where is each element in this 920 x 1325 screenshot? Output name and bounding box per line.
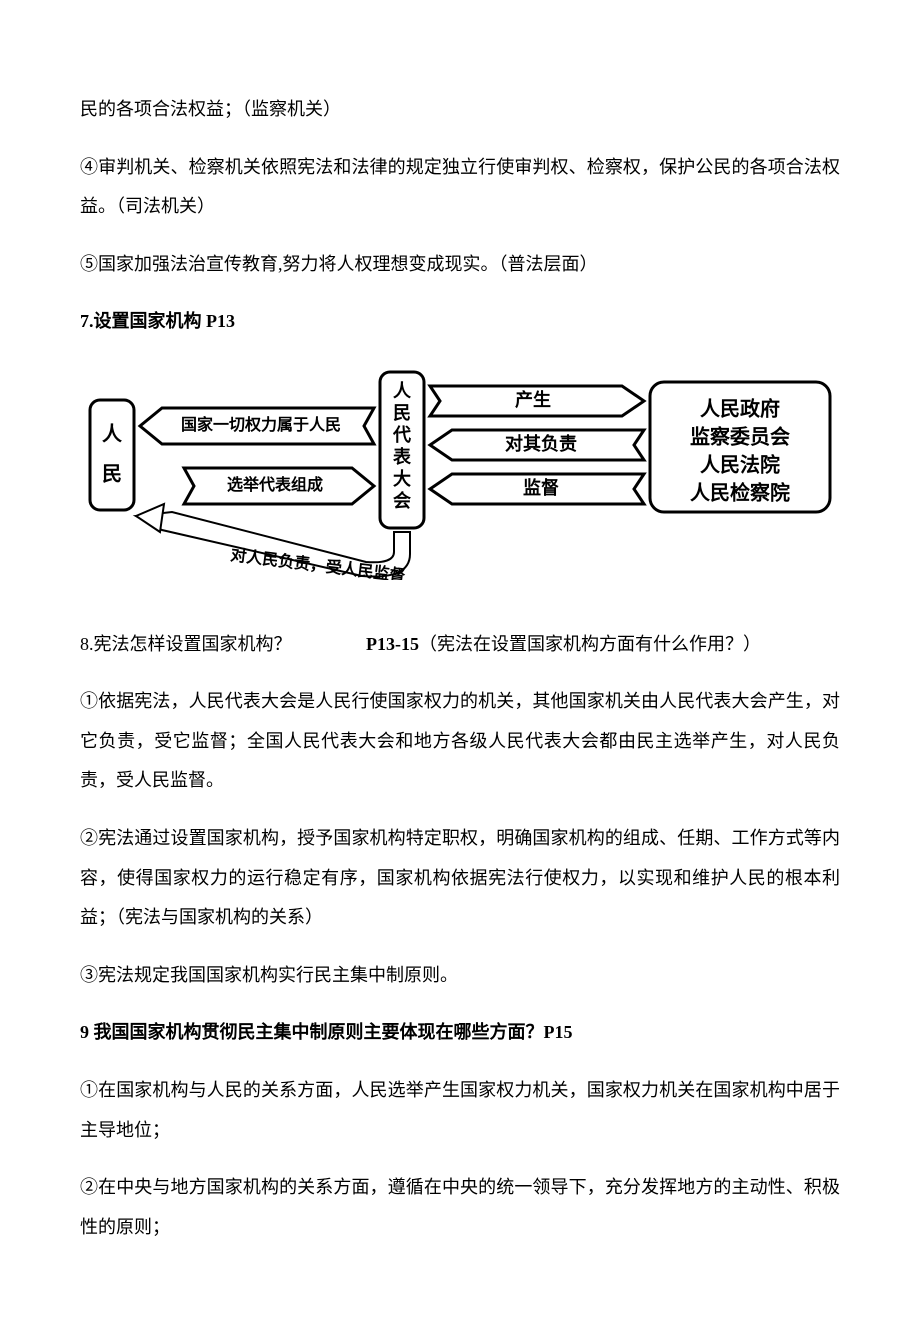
para-legal-education: ⑤国家加强法治宣传教育,努力将人权理想变成现实。（普法层面） bbox=[80, 245, 840, 285]
svg-text:民: 民 bbox=[102, 463, 122, 485]
para-8-3: ③宪法规定我国国家机构实行民主集中制原则。 bbox=[80, 956, 840, 996]
heading-7: 7.设置国家机构 P13 bbox=[80, 302, 840, 342]
svg-text:代: 代 bbox=[392, 425, 411, 445]
q8-paren: （宪法在设置国家机构方面有什么作用？） bbox=[419, 634, 761, 654]
para-judicial: ④审判机关、检察机关依照宪法和法律的规定独立行使审判权、检察权，保护公民的各项合… bbox=[80, 148, 840, 227]
svg-text:对其负责: 对其负责 bbox=[505, 433, 577, 454]
svg-text:人: 人 bbox=[102, 422, 123, 445]
svg-text:国家一切权力属于人民: 国家一切权力属于人民 bbox=[181, 415, 341, 434]
svg-text:产生: 产生 bbox=[515, 389, 551, 410]
q8-text: 8.宪法怎样设置国家机构？ bbox=[80, 634, 292, 654]
para-9-2: ②在中央与地方国家机构的关系方面，遵循在中央的统一领导下，充分发挥地方的主动性、… bbox=[80, 1168, 840, 1247]
svg-text:表: 表 bbox=[393, 446, 412, 467]
heading-9: 9 我国国家机构贯彻民主集中制原则主要体现在哪些方面？P15 bbox=[80, 1013, 840, 1053]
question-8: 8.宪法怎样设置国家机构？ P13-15（宪法在设置国家机构方面有什么作用？） bbox=[80, 625, 840, 665]
svg-text:民: 民 bbox=[393, 403, 411, 423]
svg-text:监察委员会: 监察委员会 bbox=[690, 424, 790, 448]
svg-text:大: 大 bbox=[393, 468, 411, 489]
svg-text:选举代表组成: 选举代表组成 bbox=[227, 475, 323, 494]
svg-text:人民检察院: 人民检察院 bbox=[690, 480, 790, 504]
state-organs-diagram: 人民人民代表大会人民政府监察委员会人民法院人民检察院国家一切权力属于人民选举代表… bbox=[80, 360, 840, 595]
para-8-1: ①依据宪法，人民代表大会是人民行使国家权力的机关，其他国家机关由人民代表大会产生… bbox=[80, 682, 840, 801]
q8-page-ref: P13-15 bbox=[366, 634, 419, 654]
svg-text:会: 会 bbox=[393, 490, 411, 511]
svg-text:人民政府: 人民政府 bbox=[700, 396, 780, 420]
para-supervisory: 民的各项合法权益；（监察机关） bbox=[80, 90, 840, 130]
svg-text:监督: 监督 bbox=[523, 477, 559, 498]
svg-text:人民法院: 人民法院 bbox=[700, 452, 780, 476]
para-8-2: ②宪法通过设置国家机构，授予国家机构特定职权，明确国家机构的组成、任期、工作方式… bbox=[80, 819, 840, 938]
svg-text:人: 人 bbox=[393, 381, 412, 401]
para-9-1: ①在国家机构与人民的关系方面，人民选举产生国家权力机关，国家权力机关在国家机构中… bbox=[80, 1071, 840, 1150]
